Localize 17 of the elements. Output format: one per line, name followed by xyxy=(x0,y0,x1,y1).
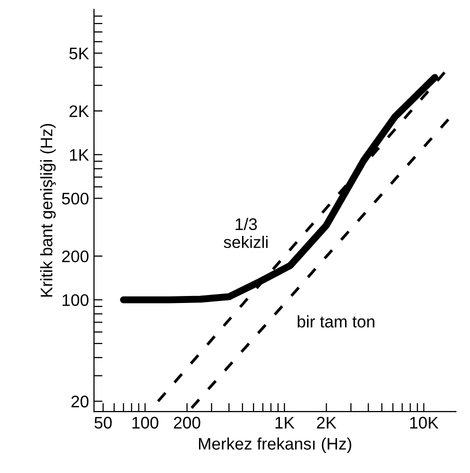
y-tick-label: 2K xyxy=(70,105,89,117)
y-tick-label: 500 xyxy=(62,192,88,205)
y-axis-title: Kritik bant genişliği (Hz) xyxy=(40,124,56,297)
y-tick-label: 1K xyxy=(70,149,89,161)
y-tick-label: 200 xyxy=(62,250,88,262)
y-tick-label: 100 xyxy=(62,294,88,306)
annotation: bir tam ton xyxy=(298,315,374,328)
annotation: 1/3 sekizli xyxy=(224,218,268,248)
x-tick-label: 10K xyxy=(410,416,438,429)
x-tick-label: 100 xyxy=(132,416,158,429)
y-tick-label: 20 xyxy=(71,396,88,408)
y-tick-label: 5K xyxy=(69,48,89,60)
x-tick-label: 200 xyxy=(174,416,200,429)
x-tick-label: 2K xyxy=(317,416,336,428)
x-axis-title: Merkez frekansı (Hz) xyxy=(198,437,352,453)
x-tick-label: 1K xyxy=(276,416,294,428)
x-tick-label: 50 xyxy=(94,416,112,429)
